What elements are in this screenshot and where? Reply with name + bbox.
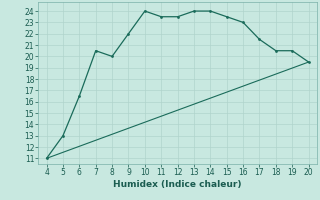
X-axis label: Humidex (Indice chaleur): Humidex (Indice chaleur) [113, 180, 242, 189]
